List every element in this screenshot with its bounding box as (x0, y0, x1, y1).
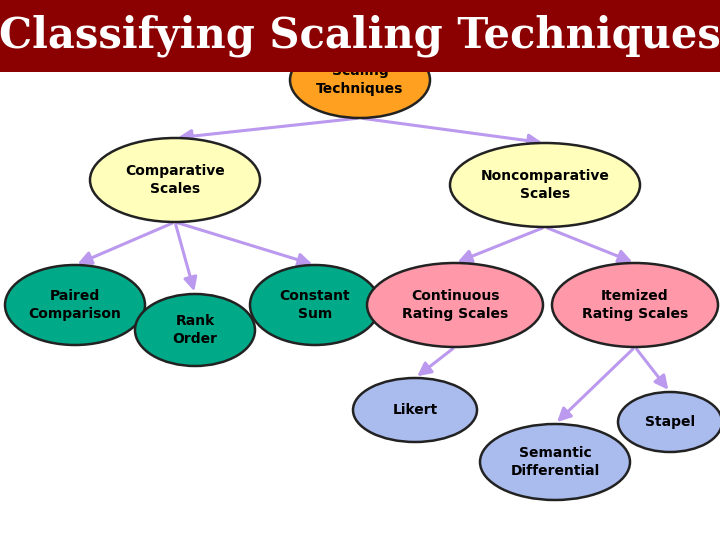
Text: Stapel: Stapel (645, 415, 695, 429)
Ellipse shape (250, 265, 380, 345)
Ellipse shape (135, 294, 255, 366)
Text: Likert: Likert (392, 403, 438, 417)
Ellipse shape (367, 263, 543, 347)
Ellipse shape (290, 42, 430, 118)
Text: Constant
Sum: Constant Sum (279, 289, 351, 321)
Text: Noncomparative
Scales: Noncomparative Scales (480, 170, 609, 201)
Ellipse shape (618, 392, 720, 452)
Text: Paired
Comparison: Paired Comparison (29, 289, 122, 321)
Ellipse shape (450, 143, 640, 227)
Text: Rank
Order: Rank Order (173, 314, 217, 346)
Text: Continuous
Rating Scales: Continuous Rating Scales (402, 289, 508, 321)
FancyBboxPatch shape (0, 0, 720, 72)
Ellipse shape (90, 138, 260, 222)
Text: Semantic
Differential: Semantic Differential (510, 447, 600, 478)
Ellipse shape (552, 263, 718, 347)
Ellipse shape (5, 265, 145, 345)
Text: Classifying Scaling Techniques: Classifying Scaling Techniques (0, 15, 720, 57)
Text: Scaling
Techniques: Scaling Techniques (316, 64, 404, 96)
Ellipse shape (480, 424, 630, 500)
Text: Itemized
Rating Scales: Itemized Rating Scales (582, 289, 688, 321)
Text: Comparative
Scales: Comparative Scales (125, 164, 225, 195)
Ellipse shape (353, 378, 477, 442)
